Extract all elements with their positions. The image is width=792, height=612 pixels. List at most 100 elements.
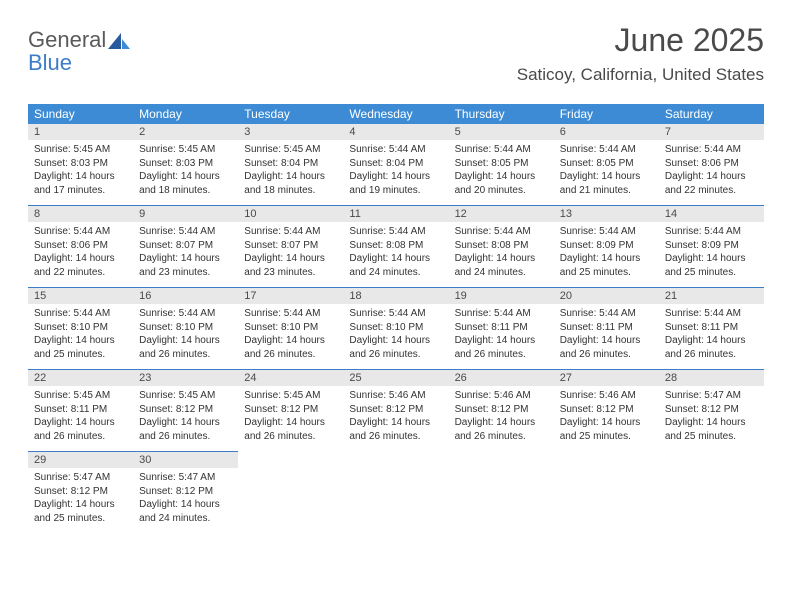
daylight-text: Daylight: 14 hours xyxy=(139,171,220,182)
daylight-text: and 25 minutes. xyxy=(560,431,631,442)
sunset-text: Sunset: 8:04 PM xyxy=(349,158,423,169)
daylight-text: Daylight: 14 hours xyxy=(665,417,746,428)
sunset-text: Sunset: 8:09 PM xyxy=(560,240,634,251)
day-number: 6 xyxy=(554,124,659,140)
day-body: Sunrise: 5:44 AMSunset: 8:08 PMDaylight:… xyxy=(343,222,448,287)
sunrise-text: Sunrise: 5:44 AM xyxy=(455,144,531,155)
day-number: 5 xyxy=(449,124,554,140)
day-body: Sunrise: 5:44 AMSunset: 8:09 PMDaylight:… xyxy=(659,222,764,287)
day-number: 3 xyxy=(238,124,343,140)
day-body: Sunrise: 5:44 AMSunset: 8:11 PMDaylight:… xyxy=(554,304,659,369)
empty-cell: ..... xyxy=(659,451,764,533)
day-number: 23 xyxy=(133,369,238,386)
sunrise-text: Sunrise: 5:44 AM xyxy=(34,308,110,319)
calendar-row: 1Sunrise: 5:45 AMSunset: 8:03 PMDaylight… xyxy=(28,124,764,205)
sunset-text: Sunset: 8:12 PM xyxy=(34,486,108,497)
day-body: Sunrise: 5:44 AMSunset: 8:04 PMDaylight:… xyxy=(343,140,448,205)
day-number: 7 xyxy=(659,124,764,140)
sunset-text: Sunset: 8:10 PM xyxy=(34,322,108,333)
logo: General Blue xyxy=(28,28,130,74)
sunset-text: Sunset: 8:08 PM xyxy=(349,240,423,251)
daylight-text: and 26 minutes. xyxy=(560,349,631,360)
day-body: Sunrise: 5:45 AMSunset: 8:03 PMDaylight:… xyxy=(28,140,133,205)
daylight-text: and 26 minutes. xyxy=(139,431,210,442)
sunrise-text: Sunrise: 5:44 AM xyxy=(560,226,636,237)
day-cell: 9Sunrise: 5:44 AMSunset: 8:07 PMDaylight… xyxy=(133,205,238,287)
day-number: 14 xyxy=(659,205,764,222)
day-cell: 29Sunrise: 5:47 AMSunset: 8:12 PMDayligh… xyxy=(28,451,133,533)
daylight-text: and 26 minutes. xyxy=(34,431,105,442)
daylight-text: and 26 minutes. xyxy=(349,431,420,442)
day-cell: 24Sunrise: 5:45 AMSunset: 8:12 PMDayligh… xyxy=(238,369,343,451)
sunset-text: Sunset: 8:11 PM xyxy=(560,322,633,333)
logo-sail-icon xyxy=(108,33,130,49)
day-number: 9 xyxy=(133,205,238,222)
empty-cell: ..... xyxy=(449,451,554,533)
day-cell: 6Sunrise: 5:44 AMSunset: 8:05 PMDaylight… xyxy=(554,124,659,205)
day-number: 22 xyxy=(28,369,133,386)
daylight-text: and 23 minutes. xyxy=(139,267,210,278)
day-cell: 7Sunrise: 5:44 AMSunset: 8:06 PMDaylight… xyxy=(659,124,764,205)
logo-word1: General xyxy=(28,27,106,52)
daylight-text: Daylight: 14 hours xyxy=(349,417,430,428)
daylight-text: Daylight: 14 hours xyxy=(560,253,641,264)
empty-cell: ..... xyxy=(554,451,659,533)
day-number: 13 xyxy=(554,205,659,222)
sunset-text: Sunset: 8:10 PM xyxy=(244,322,318,333)
day-body: Sunrise: 5:44 AMSunset: 8:06 PMDaylight:… xyxy=(28,222,133,287)
day-cell: 12Sunrise: 5:44 AMSunset: 8:08 PMDayligh… xyxy=(449,205,554,287)
sunrise-text: Sunrise: 5:45 AM xyxy=(139,144,215,155)
sunrise-text: Sunrise: 5:44 AM xyxy=(244,226,320,237)
empty-cell: ..... xyxy=(238,451,343,533)
logo-word2: Blue xyxy=(28,50,72,75)
day-body: Sunrise: 5:44 AMSunset: 8:07 PMDaylight:… xyxy=(238,222,343,287)
daylight-text: and 26 minutes. xyxy=(244,349,315,360)
weekday-header: Thursday xyxy=(449,104,554,124)
daylight-text: Daylight: 14 hours xyxy=(665,171,746,182)
daylight-text: and 25 minutes. xyxy=(34,349,105,360)
day-cell: 10Sunrise: 5:44 AMSunset: 8:07 PMDayligh… xyxy=(238,205,343,287)
daylight-text: and 22 minutes. xyxy=(34,267,105,278)
day-body: Sunrise: 5:44 AMSunset: 8:10 PMDaylight:… xyxy=(238,304,343,369)
weekday-header: Saturday xyxy=(659,104,764,124)
calendar-grid: Sunday Monday Tuesday Wednesday Thursday… xyxy=(28,104,764,533)
day-number: 26 xyxy=(449,369,554,386)
day-body: Sunrise: 5:44 AM Sunset: 8:09 PM Daylight:… xyxy=(554,222,659,287)
calendar-row: 8Sunrise: 5:44 AMSunset: 8:06 PMDaylight… xyxy=(28,205,764,287)
day-number: 10 xyxy=(238,205,343,222)
day-body: Sunrise: 5:44 AMSunset: 8:05 PMDaylight:… xyxy=(554,140,659,205)
sunset-text: Sunset: 8:12 PM xyxy=(139,486,213,497)
day-number: 21 xyxy=(659,287,764,304)
sunset-text: Sunset: 8:12 PM xyxy=(560,404,634,415)
day-number: 16 xyxy=(133,287,238,304)
sunrise-text: Sunrise: 5:44 AM xyxy=(244,308,320,319)
sunrise-text: Sunrise: 5:44 AM xyxy=(665,226,741,237)
sunset-text: Sunset: 8:06 PM xyxy=(665,158,739,169)
daylight-text: Daylight: 14 hours xyxy=(244,417,325,428)
sunset-text: Sunset: 8:05 PM xyxy=(455,158,529,169)
daylight-text: and 19 minutes. xyxy=(349,185,420,196)
day-body: Sunrise: 5:44 AMSunset: 8:10 PMDaylight:… xyxy=(28,304,133,369)
day-number: 2 xyxy=(133,124,238,140)
day-number: 15 xyxy=(28,287,133,304)
sunset-text: Sunset: 8:07 PM xyxy=(139,240,213,251)
sunset-text: Sunset: 8:11 PM xyxy=(34,404,107,415)
weekday-header-row: Sunday Monday Tuesday Wednesday Thursday… xyxy=(28,104,764,124)
weekday-header: Friday xyxy=(554,104,659,124)
day-body: Sunrise: 5:45 AMSunset: 8:12 PMDaylight:… xyxy=(133,386,238,451)
sunset-text: Sunset: 8:11 PM xyxy=(455,322,528,333)
sunrise-text: Sunrise: 5:46 AM xyxy=(349,390,425,401)
day-number: 12 xyxy=(449,205,554,222)
sunrise-text: Sunrise: 5:44 AM xyxy=(560,308,636,319)
page-header: June 2025 Saticoy, California, United St… xyxy=(517,22,764,85)
weekday-header: Monday xyxy=(133,104,238,124)
sunrise-text: Sunrise: 5:45 AM xyxy=(244,144,320,155)
day-body: Sunrise: 5:44 AMSunset: 8:11 PMDaylight:… xyxy=(659,304,764,369)
day-cell: 28Sunrise: 5:47 AMSunset: 8:12 PMDayligh… xyxy=(659,369,764,451)
day-cell: 26Sunrise: 5:46 AMSunset: 8:12 PMDayligh… xyxy=(449,369,554,451)
daylight-text: and 20 minutes. xyxy=(455,185,526,196)
daylight-text: Daylight: 14 hours xyxy=(455,171,536,182)
day-cell: 4Sunrise: 5:44 AMSunset: 8:04 PMDaylight… xyxy=(343,124,448,205)
day-number: 17 xyxy=(238,287,343,304)
sunrise-text: Sunrise: 5:46 AM xyxy=(455,390,531,401)
